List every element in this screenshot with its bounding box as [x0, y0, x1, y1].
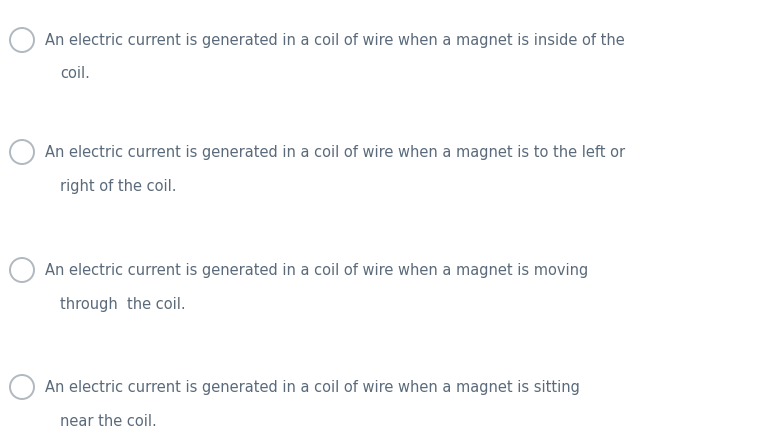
- Text: An electric current is generated in a coil of wire when a magnet is sitting: An electric current is generated in a co…: [45, 380, 580, 395]
- Text: An electric current is generated in a coil of wire when a magnet is inside of th: An electric current is generated in a co…: [45, 32, 625, 48]
- Text: An electric current is generated in a coil of wire when a magnet is moving: An electric current is generated in a co…: [45, 262, 588, 278]
- Text: coil.: coil.: [60, 67, 90, 82]
- Text: right of the coil.: right of the coil.: [60, 178, 176, 194]
- Text: An electric current is generated in a coil of wire when a magnet is to the left : An electric current is generated in a co…: [45, 144, 625, 159]
- Text: near the coil.: near the coil.: [60, 413, 157, 428]
- Text: through  the coil.: through the coil.: [60, 297, 185, 312]
